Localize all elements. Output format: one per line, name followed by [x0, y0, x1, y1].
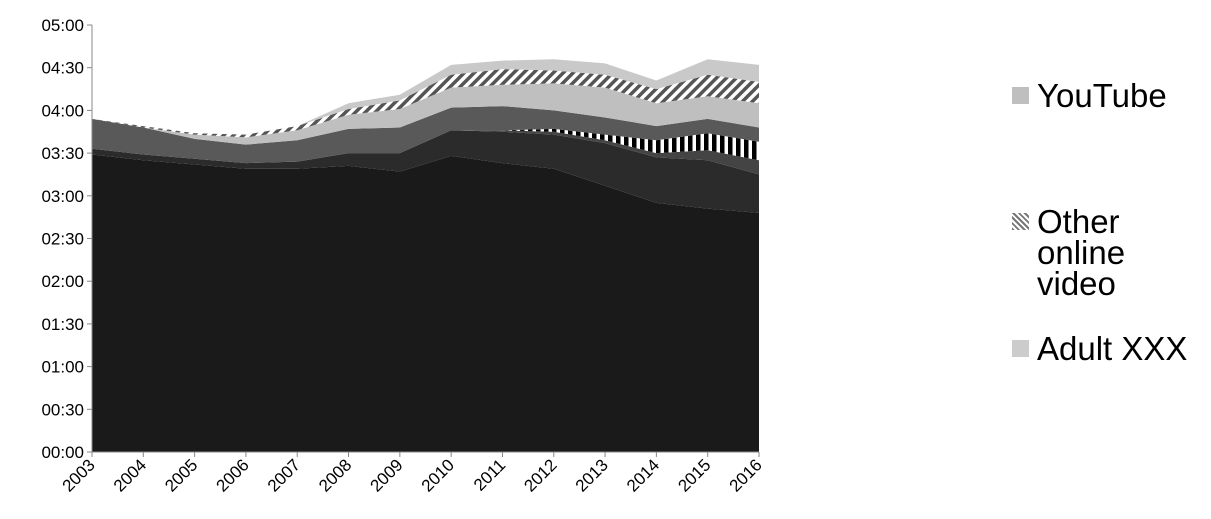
x-tick-label: 2008 — [315, 455, 355, 495]
y-tick-label: 03:00 — [41, 187, 84, 206]
area-series-7 — [92, 69, 759, 138]
area-series-1 — [92, 154, 759, 452]
x-tick-label: 2012 — [520, 455, 560, 495]
x-tick-label: 2005 — [161, 455, 201, 495]
x-tick-label: 2009 — [366, 455, 406, 495]
area-series-5 — [92, 106, 759, 164]
area-series-6 — [92, 83, 759, 145]
y-tick-label: 05:00 — [41, 16, 84, 35]
legend-item: Adult XXX — [1012, 330, 1211, 367]
y-tick-label: 03:30 — [41, 144, 84, 163]
x-tick-label: 2015 — [674, 455, 714, 495]
y-tick-label: 04:00 — [41, 101, 84, 120]
legend-swatch — [1012, 340, 1029, 357]
legend-item: YouTube — [1012, 77, 1211, 114]
x-tick-label: 2004 — [110, 455, 150, 495]
y-axis-ticks: 00:00 00:30 01:00 01:30 02:00 02:30 03:00 03:30… — [41, 16, 92, 462]
y-tick-label: 02:00 — [41, 272, 84, 291]
legend-swatch — [1012, 213, 1029, 230]
legend-label: Adult XXX — [1037, 330, 1188, 367]
y-tick-label: 00:00 — [41, 443, 84, 462]
y-tick-label: 02:30 — [41, 230, 84, 249]
x-tick-label: 2007 — [264, 455, 304, 495]
y-tick-label: 01:30 — [41, 315, 84, 334]
x-tick-label: 2016 — [726, 455, 766, 495]
area-series-8 — [92, 59, 759, 135]
y-tick-label: 01:00 — [41, 358, 84, 377]
x-tick-label: 2014 — [623, 455, 663, 495]
x-tick-label: 2013 — [572, 455, 612, 495]
x-tick-label: 2006 — [213, 455, 253, 495]
y-tick-label: 04:30 — [41, 59, 84, 78]
plot-areas — [92, 59, 759, 452]
x-tick-label: 2010 — [418, 455, 458, 495]
area-series-4 — [92, 128, 759, 164]
legend-item: Other online video — [1012, 203, 1211, 302]
area-series-2 — [92, 130, 759, 213]
legend-swatch — [1012, 87, 1029, 104]
x-axis-ticks: 2003 2004 2005 2006 2007 2008 2009 2010 2011 2012… — [59, 452, 766, 496]
x-tick-label: 2011 — [470, 455, 509, 494]
legend-label: Other online video — [1037, 203, 1126, 302]
legend-label: YouTube — [1037, 77, 1167, 114]
y-tick-label: 00:30 — [41, 400, 84, 419]
